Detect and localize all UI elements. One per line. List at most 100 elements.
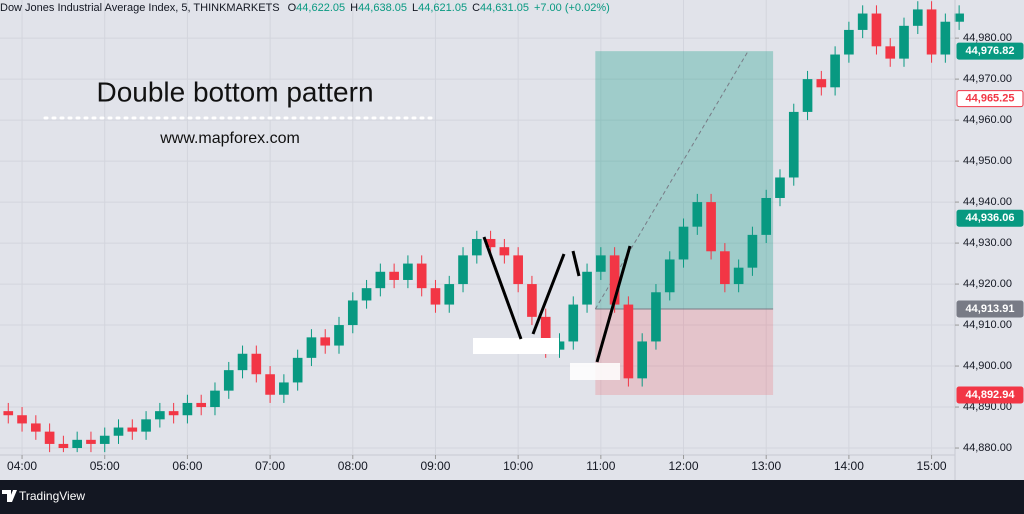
- candle-body: [899, 25, 909, 59]
- candle-body: [155, 411, 165, 420]
- pattern-line: [482, 236, 523, 340]
- x-tick-label: 05:00: [90, 459, 120, 473]
- header: Dow Jones Industrial Average Index, 5, T…: [0, 2, 610, 14]
- price-marker-label: 44,936.06: [966, 212, 1015, 224]
- x-tick-label: 15:00: [917, 459, 947, 473]
- candle-body: [127, 427, 138, 432]
- candle-body: [513, 255, 523, 285]
- price-marker: [956, 300, 1024, 318]
- ohlc-value: 44,638.05: [358, 2, 407, 14]
- candle-body: [58, 443, 69, 449]
- y-tick-label: 44,930.00: [963, 237, 1012, 249]
- candle-body: [830, 54, 840, 88]
- logo: [2, 490, 17, 502]
- candle-body: [31, 423, 41, 432]
- candle-body: [568, 304, 579, 342]
- y-tick-label: 44,950.00: [963, 155, 1012, 167]
- y-tick-label: 44,900.00: [963, 360, 1012, 372]
- candle-body: [306, 337, 317, 358]
- candle-body: [99, 435, 110, 444]
- candle-body: [485, 238, 496, 248]
- candles: [3, 1, 964, 453]
- pattern-line: [595, 245, 632, 363]
- annotation-site: www.mapforex.com: [159, 130, 300, 147]
- y-tick-label: 44,880.00: [963, 442, 1012, 454]
- candle-body: [637, 341, 648, 379]
- candle-body: [430, 288, 441, 305]
- position: [594, 50, 774, 395]
- y-tick-label: 44,910.00: [963, 319, 1012, 331]
- candle-body: [871, 13, 882, 47]
- candle-body: [444, 284, 455, 305]
- candle-body: [471, 238, 482, 256]
- candle-body: [3, 411, 14, 416]
- candle-body: [857, 13, 868, 30]
- stop-zone: [595, 309, 774, 395]
- candle-body: [86, 439, 96, 444]
- candle-body: [251, 353, 262, 375]
- candle-body: [706, 202, 716, 252]
- x-tick-label: 06:00: [172, 459, 202, 473]
- candle-body: [885, 46, 896, 59]
- candle-body: [775, 177, 785, 198]
- candle-body: [733, 267, 744, 285]
- x-tick-label: 12:00: [669, 459, 699, 473]
- price-marker: [956, 209, 1024, 227]
- price-marker: [956, 386, 1024, 404]
- footer: [0, 480, 1024, 514]
- candle-body: [664, 259, 675, 293]
- candle-body: [196, 402, 207, 408]
- ohlc-key: C: [472, 2, 480, 14]
- ohlc-key: H: [350, 2, 358, 14]
- candle-body: [540, 316, 551, 350]
- candle-body: [554, 341, 565, 350]
- candle-body: [223, 370, 234, 391]
- candle-body: [389, 271, 399, 280]
- candle-body: [609, 255, 620, 305]
- x-tick-label: 13:00: [751, 459, 781, 473]
- candle-body: [678, 226, 689, 260]
- candle-body: [237, 353, 248, 371]
- candle-body: [168, 411, 179, 416]
- candle-body: [361, 288, 372, 301]
- candle-body: [926, 9, 937, 55]
- y-tick-label: 44,980.00: [963, 32, 1012, 44]
- candle-body: [692, 202, 703, 227]
- candle-body: [720, 251, 730, 285]
- candle-body: [651, 292, 661, 342]
- candle-body: [747, 234, 758, 268]
- brand: TradingView: [19, 489, 85, 503]
- price-marker: [956, 90, 1024, 108]
- candle-body: [954, 13, 964, 22]
- ohlc-value: 44,622.05: [296, 2, 345, 14]
- pattern-drawing: [473, 236, 632, 380]
- y-tick-label: 44,890.00: [963, 401, 1012, 413]
- pattern-line: [571, 250, 581, 277]
- candle-body: [416, 263, 427, 289]
- candle-body: [279, 382, 289, 395]
- price-marker: [956, 42, 1024, 60]
- candle-body: [788, 111, 799, 178]
- trade-path: [594, 50, 749, 310]
- candle-body: [582, 271, 592, 305]
- grid: [0, 0, 955, 455]
- candle-body: [802, 79, 813, 112]
- candle-body: [44, 431, 55, 444]
- x-tick-label: 14:00: [834, 459, 864, 473]
- x-tick-label: 07:00: [255, 459, 285, 473]
- candle-body: [596, 255, 606, 272]
- price-marker-label: 44,892.94: [966, 389, 1016, 401]
- candle-body: [141, 419, 151, 432]
- candle-body: [458, 255, 468, 285]
- y-tick-label: 44,970.00: [963, 73, 1012, 85]
- y-tick-label: 44,920.00: [963, 278, 1012, 290]
- x-tick-label: 11:00: [586, 459, 615, 473]
- candle-body: [347, 300, 358, 326]
- candle-body: [320, 337, 331, 346]
- candle-body: [72, 439, 82, 449]
- y-tick-label: 44,960.00: [963, 114, 1012, 126]
- candle-body: [113, 427, 124, 436]
- candle-body: [844, 29, 854, 55]
